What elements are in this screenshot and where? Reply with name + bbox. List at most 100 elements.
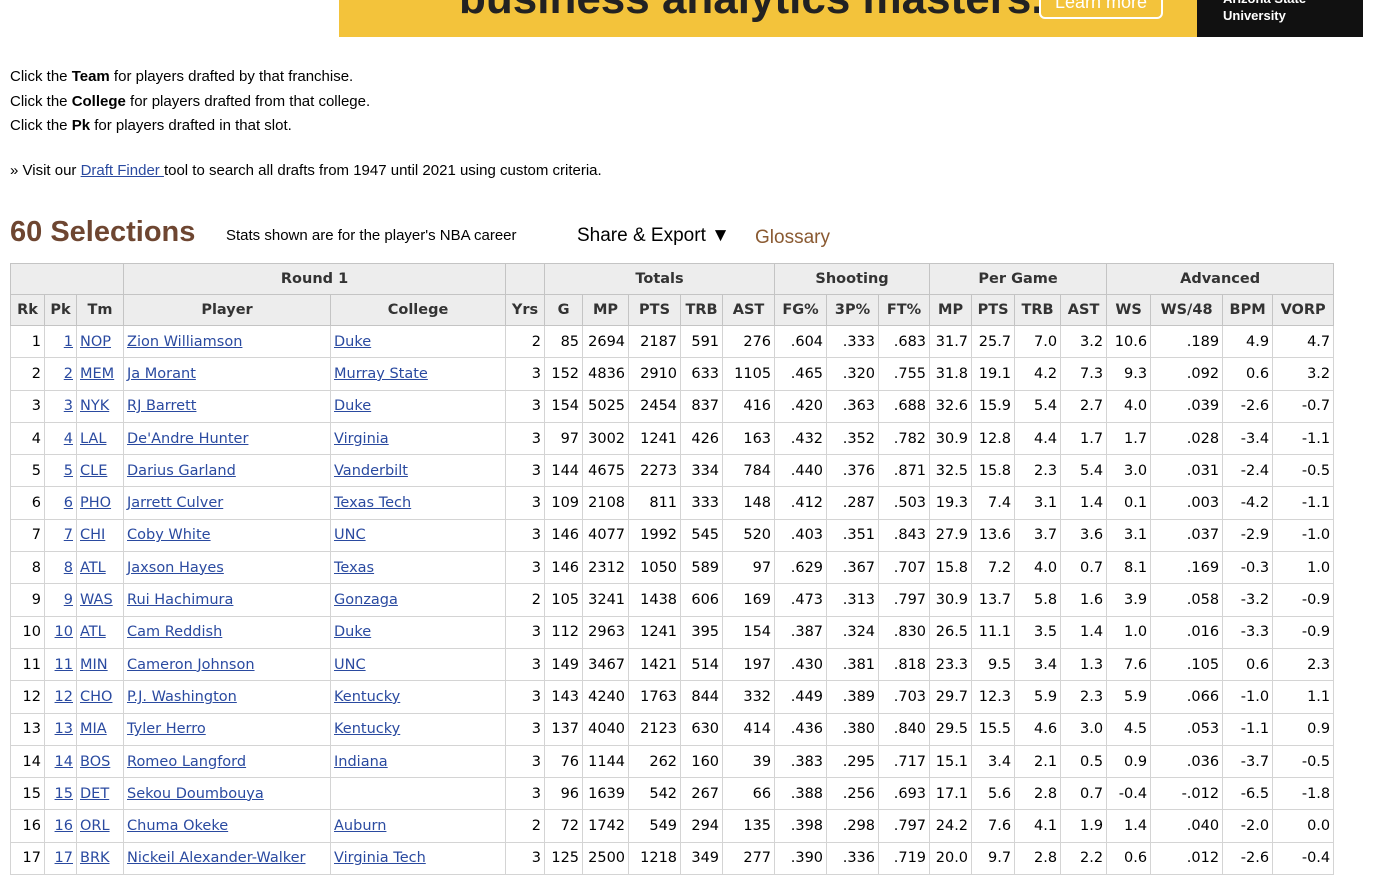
cell-text: 97	[560, 430, 580, 447]
cell-link[interactable]: RJ Barrett	[127, 398, 197, 415]
cell-link[interactable]: Texas Tech	[334, 495, 412, 512]
cell-text: 4077	[588, 527, 626, 544]
cell-link[interactable]: De'Andre Hunter	[127, 430, 249, 447]
cell-link[interactable]: 13	[54, 721, 73, 738]
cell-link[interactable]: 10	[54, 624, 73, 641]
cell-text: .430	[790, 656, 824, 673]
cell-text: .388	[790, 785, 824, 802]
cell-link[interactable]: 12	[54, 688, 73, 705]
cell-link[interactable]: Rui Hachimura	[127, 592, 234, 609]
cell-link[interactable]: UNC	[334, 656, 366, 673]
cell-link[interactable]: Sekou Doumbouya	[127, 785, 264, 802]
table-cell: .066	[1150, 680, 1224, 714]
cell-link[interactable]: Virginia	[334, 430, 389, 447]
cell-link[interactable]: 9	[63, 592, 73, 609]
cell-link[interactable]: CLE	[80, 462, 108, 479]
cell-link[interactable]: Kentucky	[334, 688, 401, 705]
ad-button[interactable]: Learn more	[1039, 0, 1164, 19]
cell-link[interactable]: Texas	[334, 559, 375, 576]
cell-link[interactable]: BRK	[80, 850, 110, 867]
cell-link[interactable]: ORL	[80, 818, 110, 835]
cell-link[interactable]: 7	[63, 527, 73, 544]
cell-link[interactable]: P.J. Washington	[127, 688, 237, 705]
cell-link[interactable]: Darius Garland	[127, 462, 236, 479]
table-cell: 17.1	[929, 777, 973, 811]
cell-link[interactable]: Chuma Okeke	[127, 818, 229, 835]
table-cell: 1.0	[1106, 615, 1152, 649]
cell-link[interactable]: Cam Reddish	[127, 624, 223, 641]
cell-link[interactable]: 15	[54, 785, 73, 802]
cell-link[interactable]: MEM	[80, 365, 115, 382]
column-header: Tm	[75, 294, 125, 326]
cell-link[interactable]: MIN	[80, 656, 108, 673]
cell-link[interactable]: UNC	[334, 527, 366, 544]
cell-link[interactable]: 11	[54, 656, 73, 673]
cell-link[interactable]: 5	[63, 462, 73, 479]
table-cell: 8	[44, 551, 77, 585]
cell-link[interactable]: Gonzaga	[334, 592, 398, 609]
cell-link[interactable]: Jaxson Hayes	[127, 559, 224, 576]
cell-text: 811	[649, 495, 678, 512]
cell-link[interactable]: Kentucky	[334, 721, 401, 738]
table-cell: .693	[878, 777, 931, 811]
draft-finder-link[interactable]: Draft Finder	[80, 162, 164, 179]
cell-link[interactable]: Auburn	[334, 818, 387, 835]
cell-link[interactable]: LAL	[80, 430, 107, 447]
cell-text: 520	[743, 527, 772, 544]
cell-link[interactable]: CHO	[80, 688, 113, 705]
cell-link[interactable]: 17	[54, 850, 73, 867]
cell-link[interactable]: Jarrett Culver	[127, 495, 224, 512]
cell-link[interactable]: NOP	[80, 333, 112, 350]
cell-link[interactable]: ATL	[80, 559, 106, 576]
table-cell: 32.6	[929, 389, 973, 423]
cell-link[interactable]: WAS	[80, 592, 113, 609]
cell-link[interactable]: Duke	[334, 624, 372, 641]
cell-link[interactable]: Tyler Herro	[127, 721, 206, 738]
table-cell: 5.8	[1014, 583, 1062, 617]
cell-link[interactable]: 3	[63, 398, 73, 415]
cell-link[interactable]: 8	[63, 559, 73, 576]
table-cell: 16	[10, 809, 45, 843]
cell-link[interactable]: PHO	[80, 495, 112, 512]
cell-text: 1241	[640, 430, 678, 447]
cell-text: .092	[1186, 365, 1220, 382]
cell-link[interactable]: 2	[63, 365, 73, 382]
glossary[interactable]: Glossary	[755, 227, 830, 248]
cell-text: 349	[691, 850, 720, 867]
cell-link[interactable]: 4	[63, 430, 73, 447]
cell-link[interactable]: Coby White	[127, 527, 211, 544]
cell-link[interactable]: CHI	[80, 527, 106, 544]
cell-link[interactable]: Duke	[334, 333, 372, 350]
cell-link[interactable]: MIA	[80, 721, 107, 738]
column-header: MP	[582, 294, 630, 326]
cell-text: 0.7	[1080, 559, 1104, 576]
cell-link[interactable]: 1	[63, 333, 73, 350]
cell-text: 277	[743, 850, 772, 867]
cell-link[interactable]: Romeo Langford	[127, 753, 247, 770]
table-cell: Jarrett Culver	[123, 486, 332, 520]
cell-link[interactable]: DET	[80, 785, 110, 802]
cell-link[interactable]: 16	[54, 818, 73, 835]
cell-text: 3	[531, 785, 542, 802]
cell-link[interactable]: 6	[63, 495, 73, 512]
cell-link[interactable]: Virginia Tech	[334, 850, 426, 867]
cell-link[interactable]: BOS	[80, 753, 111, 770]
table-cell: UNC	[330, 518, 507, 553]
cell-link[interactable]: Zion Williamson	[127, 333, 243, 350]
share-export[interactable]: Share & Export ▼	[577, 225, 730, 246]
cell-link[interactable]: Murray State	[334, 365, 428, 382]
cell-link[interactable]: 14	[54, 753, 73, 770]
cell-text: 2.1	[1033, 753, 1058, 770]
column-header: AST	[722, 294, 776, 326]
cell-link[interactable]: Ja Morant	[127, 365, 196, 382]
cell-link[interactable]: ATL	[80, 624, 106, 641]
cell-link[interactable]: Duke	[334, 398, 372, 415]
cell-link[interactable]: Nickeil Alexander-Walker	[127, 850, 306, 867]
cell-text: .037	[1186, 527, 1220, 544]
cell-link[interactable]: Indiana	[334, 753, 388, 770]
ad-banner[interactable]: business analytics masters. Learn more	[339, 0, 1197, 37]
table-cell: 6	[10, 486, 45, 520]
cell-link[interactable]: Vanderbilt	[334, 462, 408, 479]
cell-link[interactable]: NYK	[80, 398, 110, 415]
cell-link[interactable]: Cameron Johnson	[127, 656, 255, 673]
